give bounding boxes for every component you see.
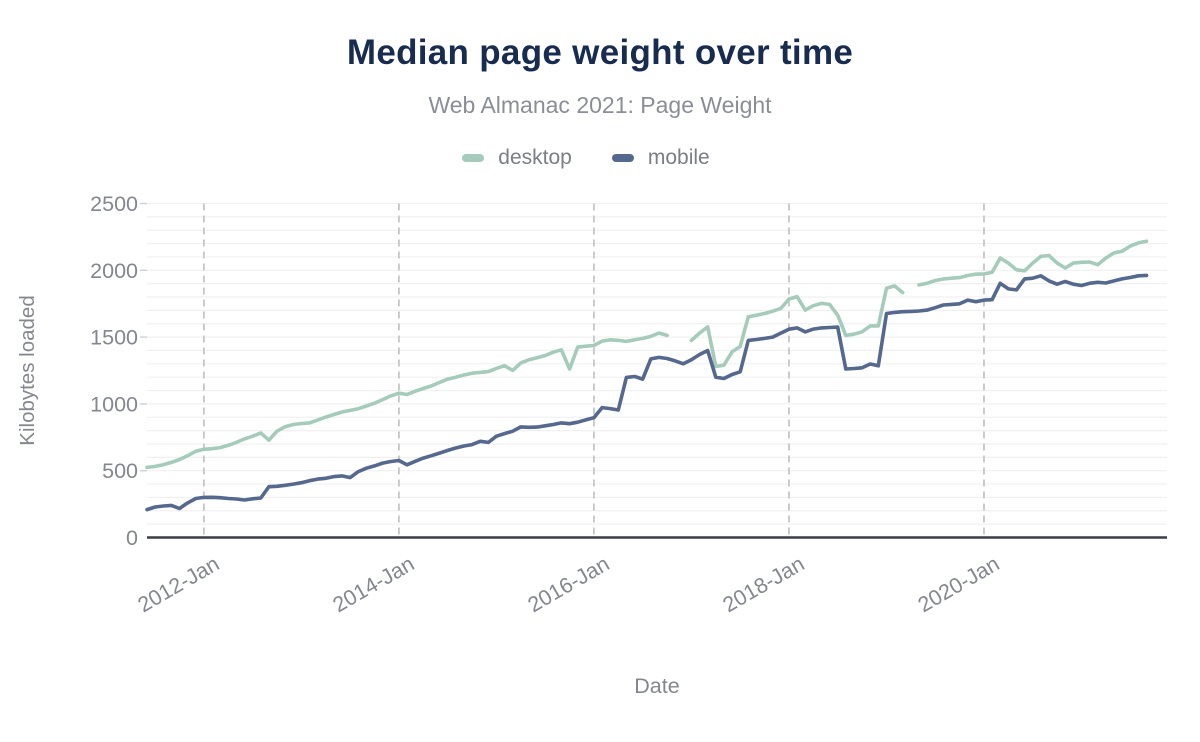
page-title: Median page weight over time <box>346 33 854 72</box>
x-tick-label: 2014-Jan <box>329 552 419 618</box>
x-tick-label: 2012-Jan <box>134 552 224 618</box>
y-tick-label: 2500 <box>90 192 138 216</box>
y-tick-label: 1000 <box>90 392 138 416</box>
legend: desktop mobile <box>0 146 1186 170</box>
horizontal-gridlines <box>147 202 1167 525</box>
mobile-series-swatch <box>611 154 634 162</box>
y-tick-label: 1500 <box>90 326 138 350</box>
y-tick-label: 500 <box>102 459 138 483</box>
x-tick-label: 2018-Jan <box>719 552 809 618</box>
legend-label-mobile: mobile <box>647 146 710 169</box>
y-tick-label: 2000 <box>90 259 138 283</box>
x-axis-title: Date <box>634 674 679 698</box>
y-axis: 0 500 1000 1500 2000 2500 <box>90 192 147 550</box>
x-tick-label: 2016-Jan <box>524 552 614 618</box>
desktop-series-swatch <box>462 154 485 162</box>
legend-item-desktop: desktop <box>462 146 572 170</box>
desktop-line-series[interactable] <box>145 239 1149 470</box>
x-axis-labels: 2012-Jan 2014-Jan 2016-Jan 2018-Jan 2020-Jan <box>134 552 1004 618</box>
legend-item-mobile: mobile <box>611 146 710 170</box>
page-subtitle: Web Almanac 2021: Page Weight <box>428 92 772 118</box>
legend-label-desktop: desktop <box>498 146 572 169</box>
mobile-line-series[interactable] <box>145 273 1149 512</box>
vertical-gridlines <box>202 203 985 538</box>
y-tick-label: 0 <box>126 526 138 550</box>
x-tick-label: 2020-Jan <box>914 552 1004 618</box>
y-axis-title: Kilobytes loaded <box>16 295 39 445</box>
